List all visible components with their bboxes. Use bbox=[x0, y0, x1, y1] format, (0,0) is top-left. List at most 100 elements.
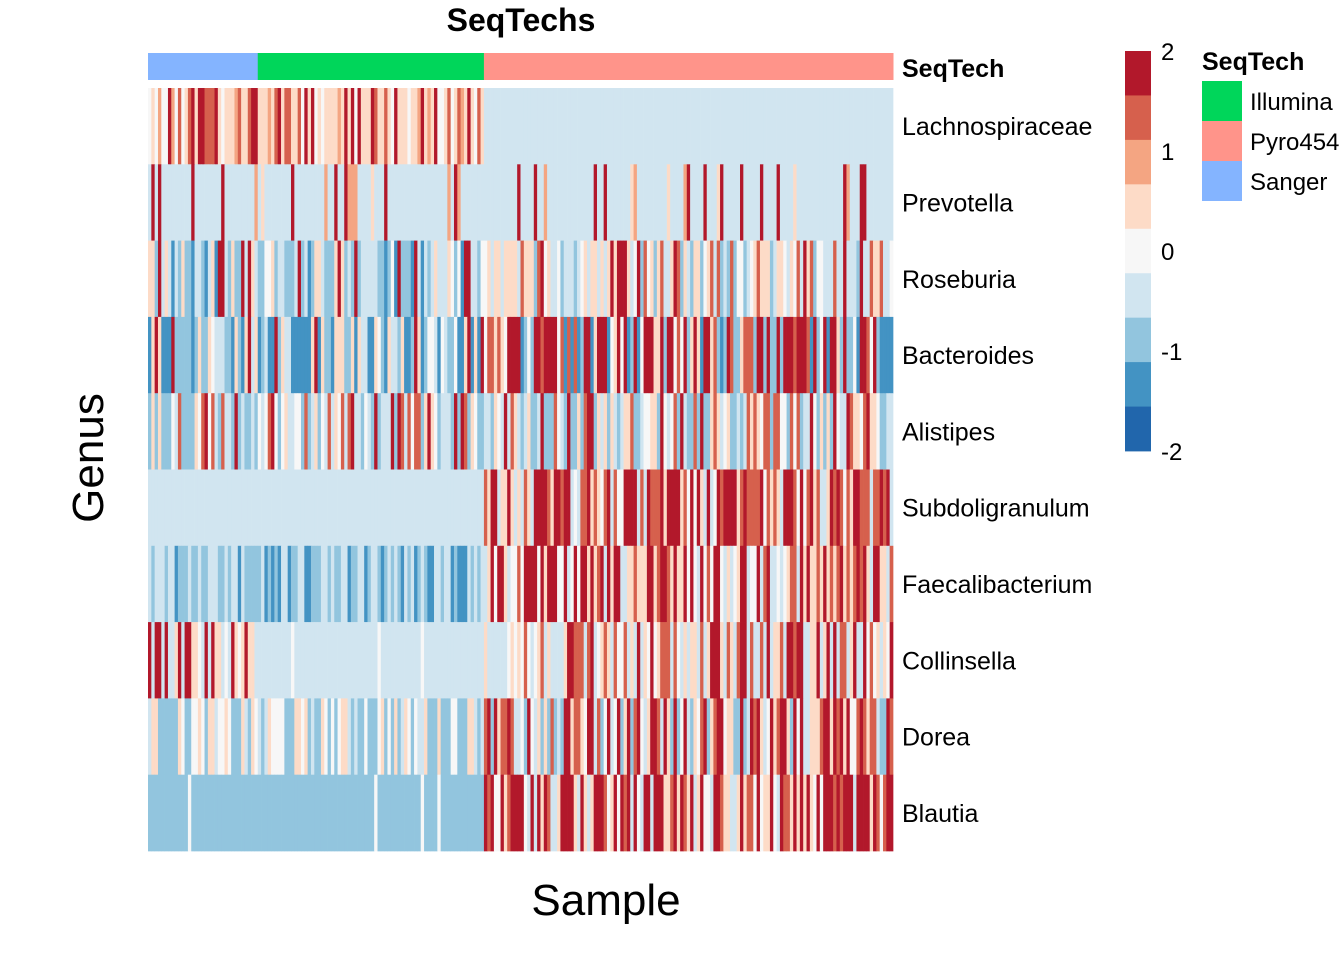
heatmap-cell bbox=[686, 240, 691, 318]
heatmap-cell bbox=[224, 545, 229, 623]
heatmap-cell bbox=[234, 469, 239, 547]
heatmap-cell bbox=[164, 469, 169, 547]
heatmap-cell bbox=[763, 88, 767, 165]
heatmap-cell bbox=[347, 774, 352, 852]
heatmap-cell bbox=[547, 622, 551, 699]
legend-swatch-pyro454 bbox=[1202, 121, 1242, 161]
heatmap-cell bbox=[809, 393, 814, 470]
heatmap-cell bbox=[730, 469, 734, 547]
heatmap-cell bbox=[237, 698, 242, 776]
heatmap-cell bbox=[231, 774, 235, 852]
heatmap-cell bbox=[197, 393, 202, 470]
heatmap-cell bbox=[550, 393, 555, 470]
heatmap-cell bbox=[184, 698, 189, 776]
heatmap-cell bbox=[157, 774, 162, 852]
heatmap-cell bbox=[254, 88, 259, 165]
heatmap-cell bbox=[244, 164, 249, 241]
heatmap-cell bbox=[347, 469, 352, 547]
heatmap-cell bbox=[653, 698, 658, 776]
heatmap-cell bbox=[733, 316, 738, 394]
heatmap-cell bbox=[700, 545, 704, 623]
heatmap-cell bbox=[809, 240, 814, 318]
heatmap-cell bbox=[360, 164, 365, 241]
heatmap-cell bbox=[287, 545, 292, 623]
heatmap-cell bbox=[570, 774, 575, 852]
heatmap-cell bbox=[177, 164, 182, 241]
heatmap-cell bbox=[344, 698, 348, 776]
heatmap-cell bbox=[613, 469, 618, 547]
heatmap-cell bbox=[730, 164, 734, 241]
heatmap-cell bbox=[779, 164, 784, 241]
heatmap-cell bbox=[503, 393, 508, 470]
heatmap-cell bbox=[879, 545, 884, 623]
heatmap-cell bbox=[646, 545, 651, 623]
row-label: Faecalibacterium bbox=[902, 571, 1092, 599]
heatmap-cell bbox=[207, 774, 212, 852]
heatmap-cell bbox=[244, 393, 249, 470]
heatmap-cell bbox=[736, 164, 741, 241]
heatmap-cell bbox=[271, 545, 275, 623]
heatmap-cell bbox=[686, 774, 691, 852]
heatmap-cell bbox=[450, 316, 455, 394]
heatmap-cell bbox=[161, 393, 165, 470]
heatmap-cell bbox=[354, 774, 358, 852]
heatmap-cell bbox=[703, 316, 708, 394]
heatmap-cell bbox=[829, 240, 834, 318]
heatmap-cell bbox=[350, 88, 355, 165]
heatmap-cell bbox=[720, 698, 724, 776]
heatmap-cell bbox=[310, 469, 315, 547]
heatmap-cell bbox=[334, 164, 338, 241]
heatmap-cell bbox=[277, 88, 282, 165]
heatmap-cell bbox=[154, 698, 159, 776]
heatmap-cell bbox=[284, 469, 289, 547]
heatmap-cell bbox=[563, 469, 568, 547]
heatmap-cell bbox=[177, 240, 182, 318]
heatmap-cell bbox=[184, 469, 189, 547]
heatmap-cell bbox=[354, 393, 358, 470]
heatmap-cell bbox=[557, 393, 561, 470]
heatmap-cell bbox=[444, 164, 448, 241]
heatmap-cell bbox=[297, 774, 302, 852]
heatmap-cell bbox=[477, 545, 481, 623]
heatmap-cell bbox=[656, 88, 661, 165]
heatmap-cell bbox=[291, 316, 295, 394]
heatmap-cell bbox=[483, 393, 488, 470]
heatmap-cell bbox=[723, 545, 728, 623]
heatmap-cell bbox=[749, 316, 754, 394]
heatmap-cell bbox=[394, 164, 398, 241]
heatmap-cell bbox=[597, 164, 601, 241]
heatmap-cell bbox=[217, 393, 222, 470]
row-label: Blautia bbox=[902, 800, 979, 828]
heatmap-cell bbox=[743, 88, 748, 165]
heatmap-cell bbox=[234, 774, 239, 852]
heatmap-cell bbox=[364, 88, 368, 165]
heatmap-cell bbox=[387, 88, 392, 165]
heatmap-cell bbox=[440, 545, 445, 623]
heatmap-cell bbox=[164, 393, 169, 470]
heatmap-cell bbox=[167, 88, 172, 165]
heatmap-cell bbox=[686, 164, 691, 241]
heatmap-cell bbox=[826, 393, 831, 470]
heatmap-cell bbox=[177, 774, 182, 852]
heatmap-cell bbox=[510, 545, 515, 623]
heatmap-cell bbox=[763, 393, 767, 470]
heatmap-cell bbox=[660, 164, 664, 241]
heatmap-cell bbox=[191, 316, 195, 394]
heatmap-cell bbox=[550, 164, 555, 241]
heatmap-cell bbox=[713, 240, 718, 318]
heatmap-cell bbox=[503, 622, 508, 699]
heatmap-cell bbox=[736, 698, 741, 776]
heatmap-cell bbox=[414, 469, 418, 547]
heatmap-cell bbox=[314, 240, 318, 318]
heatmap-cell bbox=[257, 774, 262, 852]
heatmap-cell bbox=[670, 164, 674, 241]
heatmap-cell bbox=[201, 698, 205, 776]
heatmap-cell bbox=[177, 88, 182, 165]
heatmap-cell bbox=[863, 88, 867, 165]
heatmap-cell bbox=[450, 469, 455, 547]
heatmap-cell bbox=[653, 88, 658, 165]
heatmap-cell bbox=[706, 240, 711, 318]
heatmap-cell bbox=[148, 622, 152, 699]
heatmap-cell bbox=[873, 393, 877, 470]
heatmap-cell bbox=[434, 164, 438, 241]
